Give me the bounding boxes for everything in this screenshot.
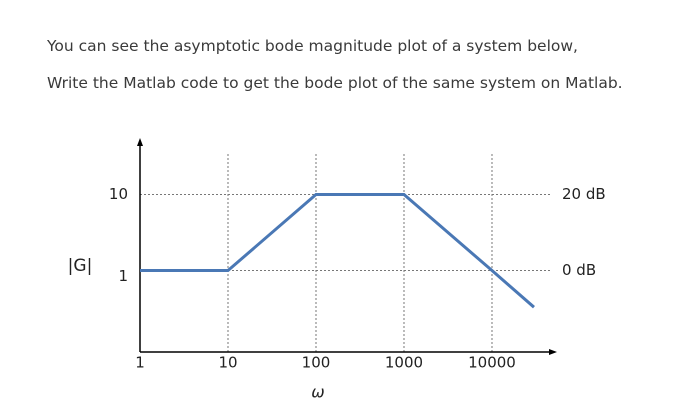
y2-tick-label: 0 dB [562, 261, 596, 279]
y-axis-label: |G| [68, 256, 93, 276]
x-tick-label: 10 [218, 354, 237, 372]
y-axis-arrow [137, 138, 143, 146]
x-axis-label: ω [311, 383, 324, 402]
y2-tick-label: 20 dB [562, 185, 606, 203]
y-tick-label: 10 [109, 185, 128, 203]
x-tick-label: 100 [302, 354, 331, 372]
x-axis-arrow [549, 349, 557, 355]
x-tick-label: 10000 [468, 354, 516, 372]
y-tick-label: 1 [118, 267, 128, 285]
x-tick-label: 1000 [385, 354, 423, 372]
x-tick-label: 1 [135, 354, 145, 372]
question-line: Write the Matlab code to get the bode pl… [47, 74, 623, 92]
magnitude-line [140, 192, 535, 309]
question-line: You can see the asymptotic bode magnitud… [47, 37, 578, 55]
